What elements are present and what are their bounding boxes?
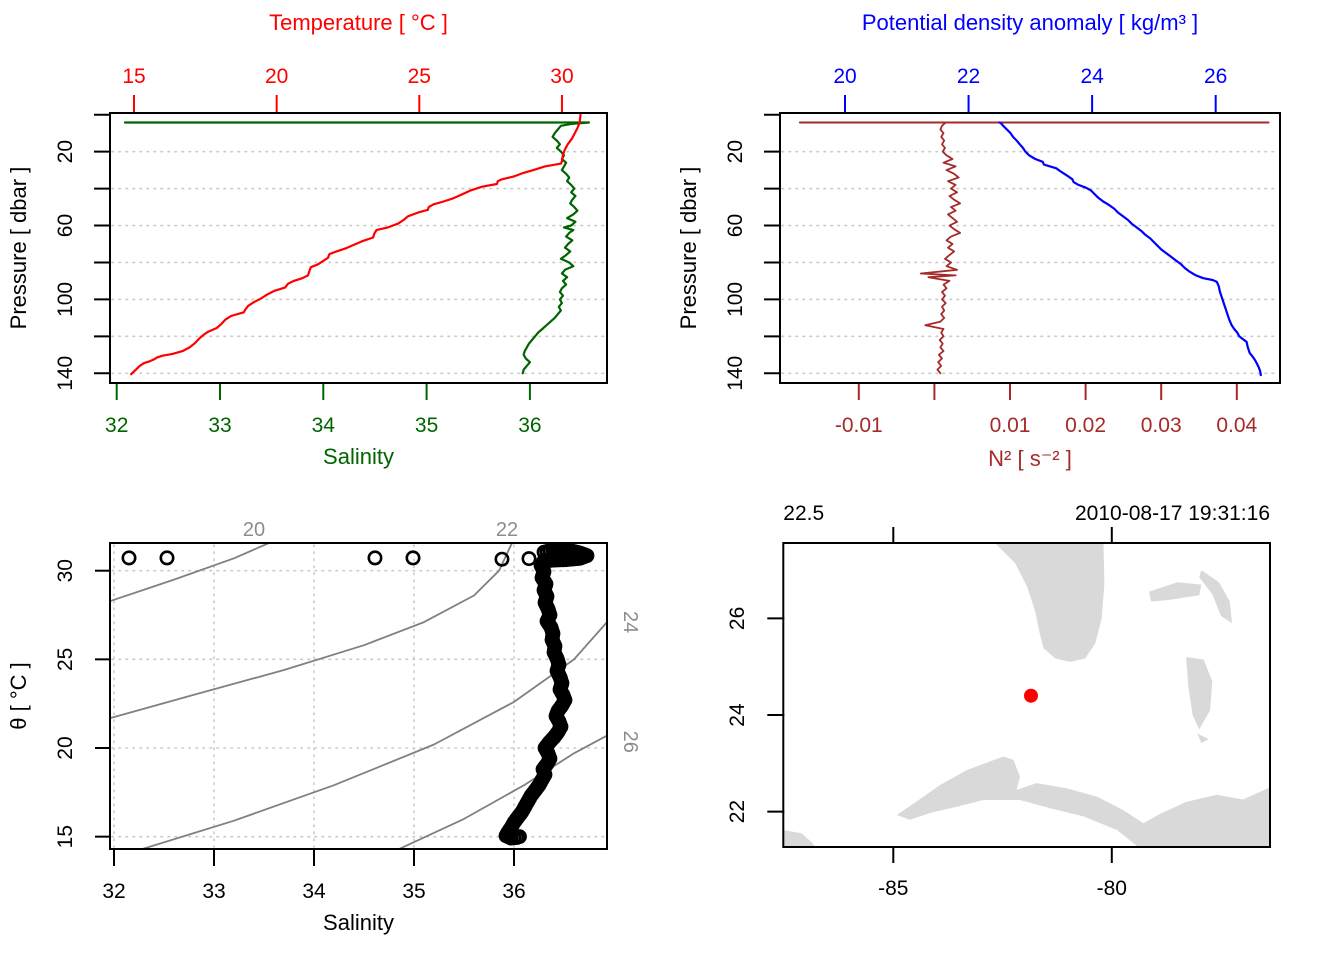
salinity-tick-label: 35 [402, 880, 425, 903]
pressure-tick-label: 20 [54, 140, 77, 163]
n2-tick-label: 0.03 [1141, 414, 1182, 437]
land-exuma [1197, 733, 1209, 743]
longitude-tick-label: -85 [878, 877, 908, 900]
salinity-tick-label: 34 [312, 414, 336, 437]
density-profile-curve [998, 121, 1262, 377]
ts-profile-points [498, 542, 595, 846]
salinity-axis-title: Salinity [323, 910, 394, 935]
isopycnal-label-24: 24 [619, 611, 641, 633]
land-group [783, 543, 1270, 847]
salinity-tick-label: 33 [208, 414, 231, 437]
pressure-tick-label: 60 [724, 214, 747, 237]
panel-ts-diagram: 20 22 24 26 32 33 34 35 36 Salinity 15 20 25 30 θ [ °C… [6, 519, 641, 935]
isopycnal-contour-20 [110, 542, 270, 602]
pressure-tick-label: 100 [724, 282, 747, 317]
theta-tick-label: 25 [54, 648, 77, 671]
longitude-tick-label: -80 [1097, 877, 1127, 900]
latitude-tick-label: 22 [726, 800, 749, 823]
pressure-tick-label: 140 [724, 356, 747, 391]
ts-outlier-point [521, 551, 537, 567]
theta-tick-label: 30 [54, 559, 77, 582]
n2-tick-label: 0.01 [990, 414, 1031, 437]
plot-box [779, 112, 1281, 384]
temperature-tick-label: 20 [265, 65, 288, 88]
ts-outlier-point [494, 551, 510, 567]
land-cuba-and-banks [896, 756, 1270, 847]
n2-profile-curve [919, 121, 961, 375]
temperature-tick-label: 25 [408, 65, 431, 88]
salinity-tick-label: 36 [502, 880, 525, 903]
tick-mark [1269, 480, 1286, 618]
plot-box [109, 112, 608, 384]
panel-temperature-salinity-profile: 15 20 25 30 Temperature [ °C ] 32 33 34 35 36 Sali… [6, 10, 608, 469]
salinity-tick-label: 34 [302, 880, 326, 903]
pressure-tick-label: 140 [54, 356, 77, 391]
theta-axis-title: θ [ °C ] [6, 662, 31, 729]
ts-outlier-point [159, 550, 175, 566]
tick-mark [1269, 480, 1286, 812]
temperature-profile-curve [130, 113, 582, 376]
n2-tick-label: 0.04 [1216, 414, 1257, 437]
density-axis-title: Potential density anomaly [ kg/m³ ] [862, 10, 1198, 35]
land-florida [995, 543, 1105, 662]
plot-box [109, 542, 608, 850]
temperature-tick-label: 15 [122, 65, 145, 88]
ts-outlier-point [367, 550, 383, 566]
theta-tick-label: 15 [54, 825, 77, 848]
land-yucatan-corner [783, 830, 815, 847]
n2-tick-label: -0.01 [835, 414, 883, 437]
n2-axis-title: N² [ s⁻² ] [988, 446, 1072, 471]
land-abaco [1199, 570, 1232, 624]
salinity-profile-curve [521, 121, 590, 375]
land-andros [1186, 657, 1213, 730]
isopycnal-label-20: 20 [243, 519, 265, 541]
salinity-tick-label: 32 [105, 414, 128, 437]
isopycnal-label-26: 26 [619, 731, 641, 753]
tick-mark [1269, 480, 1286, 715]
station-marker [1024, 688, 1038, 703]
salinity-tick-label: 32 [102, 880, 125, 903]
density-tick-label: 24 [1080, 65, 1104, 88]
salinity-tick-label: 33 [202, 880, 225, 903]
isopycnal-contour-26 [398, 734, 608, 850]
panel-density-n2-profile: 20 22 24 26 Potential density anomaly [ kg/m… [676, 10, 1281, 471]
pressure-tick-label: 100 [54, 282, 77, 317]
pressure-axis-title: Pressure [ dbar ] [6, 167, 31, 330]
temperature-axis-title: Temperature [ °C ] [269, 10, 448, 35]
pressure-tick-label: 60 [54, 214, 77, 237]
theta-tick-label: 20 [54, 736, 77, 759]
n2-tick-label: 0.02 [1065, 414, 1106, 437]
salinity-tick-label: 35 [415, 414, 438, 437]
station-timestamp: 2010-08-17 19:31:16 [1075, 502, 1270, 525]
latitude-tick-label: 26 [726, 607, 749, 630]
land-grand-bahama [1148, 582, 1202, 602]
panel-station-map: -85 -80 22 24 26 22.5 2010-08-17 19:31:16 [726, 480, 1286, 900]
density-tick-label: 26 [1204, 65, 1227, 88]
salinity-axis-title: Salinity [323, 444, 394, 469]
ts-outlier-point [121, 550, 137, 566]
isopycnal-contour-24 [141, 621, 608, 850]
surface-density-label: 22.5 [783, 502, 824, 525]
pressure-axis-title: Pressure [ dbar ] [676, 167, 701, 330]
density-tick-label: 20 [833, 65, 856, 88]
ts-point [512, 829, 527, 845]
ts-outlier-point [405, 550, 421, 566]
density-tick-label: 22 [957, 65, 980, 88]
isopycnal-label-22: 22 [496, 519, 518, 541]
isopycnal-contour-22 [110, 542, 513, 719]
salinity-tick-label: 36 [518, 414, 541, 437]
temperature-tick-label: 30 [550, 65, 573, 88]
latitude-tick-label: 24 [726, 703, 749, 727]
plot-box [782, 542, 1272, 848]
pressure-tick-label: 20 [724, 140, 747, 163]
